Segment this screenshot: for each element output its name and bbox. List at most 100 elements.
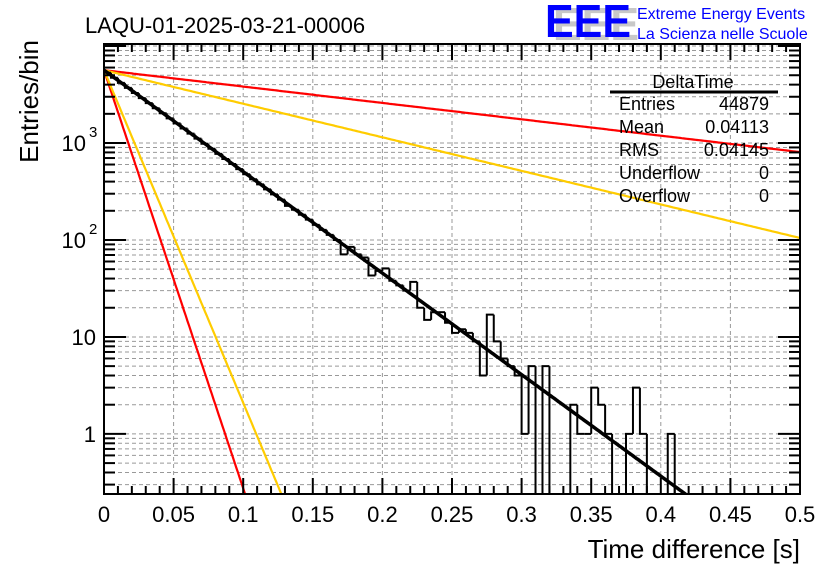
stats-label-rms: RMS	[619, 140, 659, 160]
x-tick-label: 0.2	[367, 502, 398, 527]
histogram-bin	[311, 219, 320, 226]
histogram-bin	[416, 281, 425, 309]
histogram-bin	[645, 433, 648, 494]
stats-value-overflow: 0	[759, 186, 769, 206]
histogram-bin	[318, 224, 327, 231]
histogram-bin	[409, 280, 418, 291]
histogram-bin	[673, 433, 676, 494]
histogram-bin	[444, 312, 452, 324]
histogram-bin	[541, 365, 550, 494]
histogram-bin	[513, 366, 522, 377]
x-tick-label: 0.25	[431, 502, 474, 527]
x-tick-label: 0	[98, 502, 110, 527]
x-tick-label: 0.1	[228, 502, 259, 527]
histogram-bin	[116, 77, 125, 84]
histogram-bin	[548, 366, 551, 494]
x-tick-label: 0.45	[709, 502, 752, 527]
histogram-bin	[590, 386, 599, 434]
plot-area	[104, 68, 800, 494]
histogram-bin	[534, 366, 537, 494]
stats-title: DeltaTime	[652, 72, 733, 92]
histogram-bin	[353, 246, 362, 256]
histogram-bin	[527, 365, 536, 434]
histogram-bin	[249, 174, 258, 181]
fit-upper-fast-line	[104, 69, 247, 494]
fit-mid-fast-line	[104, 69, 283, 494]
histogram-bin	[165, 113, 174, 120]
fit-upper-slow-line	[104, 69, 800, 154]
histogram-bin	[256, 179, 265, 186]
x-tick-label: 0.3	[506, 502, 537, 527]
histogram-bin	[144, 98, 153, 105]
grid	[104, 44, 800, 494]
y-tick-exponent: 3	[89, 124, 97, 141]
histogram-bin	[297, 209, 306, 216]
histogram-bin	[221, 153, 230, 160]
histogram-bin	[207, 143, 216, 150]
x-axis-label: Time difference [s]	[588, 534, 800, 564]
stats-value-underflow: 0	[759, 163, 769, 183]
stats-value-entries: 44879	[719, 94, 769, 114]
histogram-bin	[506, 358, 515, 368]
x-tick-label: 0.05	[152, 502, 195, 527]
histogram-bin	[137, 93, 146, 100]
histogram-bin	[464, 329, 473, 334]
histogram-bin	[277, 194, 285, 201]
histogram-bin	[457, 328, 466, 333]
histogram-bin	[381, 267, 390, 271]
histogram-bin	[451, 322, 459, 334]
x-tick-label: 0.15	[291, 502, 334, 527]
stats-value-mean: 0.04113	[705, 117, 769, 137]
stats-box: DeltaTime Entries 44879 Mean 0.04113 RMS…	[610, 72, 778, 206]
histogram-bin	[179, 123, 188, 130]
y-tick-label: 1	[84, 422, 96, 447]
fit-mid-slow-line	[104, 69, 800, 240]
histogram-bin	[597, 387, 606, 406]
histogram-bin	[193, 133, 202, 140]
y-tick-label: 10	[62, 228, 86, 253]
histogram-bin	[388, 268, 397, 282]
histogram-bin	[242, 169, 251, 176]
histogram-bin	[485, 313, 494, 376]
histogram-bin	[499, 341, 508, 360]
histogram-bin	[263, 184, 272, 191]
x-tick-label: 0.35	[570, 502, 613, 527]
stats-value-rms: 0.04145	[704, 140, 769, 160]
histogram-bin	[569, 403, 578, 494]
histogram-bin	[283, 199, 292, 207]
histogram-bin	[290, 205, 299, 211]
histogram-bin	[130, 87, 139, 95]
histogram-bin	[576, 404, 585, 435]
histogram-bin	[478, 341, 487, 377]
histogram-bin	[123, 82, 132, 89]
histogram-bin	[402, 285, 411, 292]
histogram-bin	[270, 189, 278, 196]
histogram-bin	[430, 311, 439, 320]
histogram-bin	[228, 158, 237, 166]
axes: 0 0.05 0.1 0.15 0.2 0.25 0.3 0.35 0.4 0.45 0.5 1 10 1…	[62, 43, 815, 527]
plot-frame	[103, 43, 801, 495]
histogram-bin	[666, 432, 675, 494]
y-tick-exponent: 2	[89, 221, 97, 238]
histogram-bin	[186, 128, 195, 135]
histogram-bin	[423, 307, 432, 321]
histogram-bin	[520, 375, 529, 435]
histogram-bin	[360, 254, 369, 259]
histogram-bin	[172, 118, 181, 125]
stats-label-entries: Entries	[619, 94, 675, 114]
stats-label-overflow: Overflow	[619, 186, 691, 206]
histogram-bin	[346, 245, 355, 255]
histogram-bin	[304, 214, 313, 221]
logo-line-2: La Scienza nelle Scuole	[637, 26, 808, 43]
stats-label-mean: Mean	[619, 117, 664, 137]
histogram-bin	[235, 164, 244, 171]
y-axis-label: Entries/bin	[14, 40, 44, 163]
histogram-bin	[631, 386, 640, 434]
stats-label-underflow: Underflow	[619, 163, 701, 183]
histogram-bin	[151, 103, 160, 110]
histogram-bin	[395, 280, 404, 287]
histogram-bin	[325, 229, 334, 236]
histogram-bin	[604, 404, 613, 435]
logo-line-1: Extreme Energy Events	[637, 6, 805, 23]
